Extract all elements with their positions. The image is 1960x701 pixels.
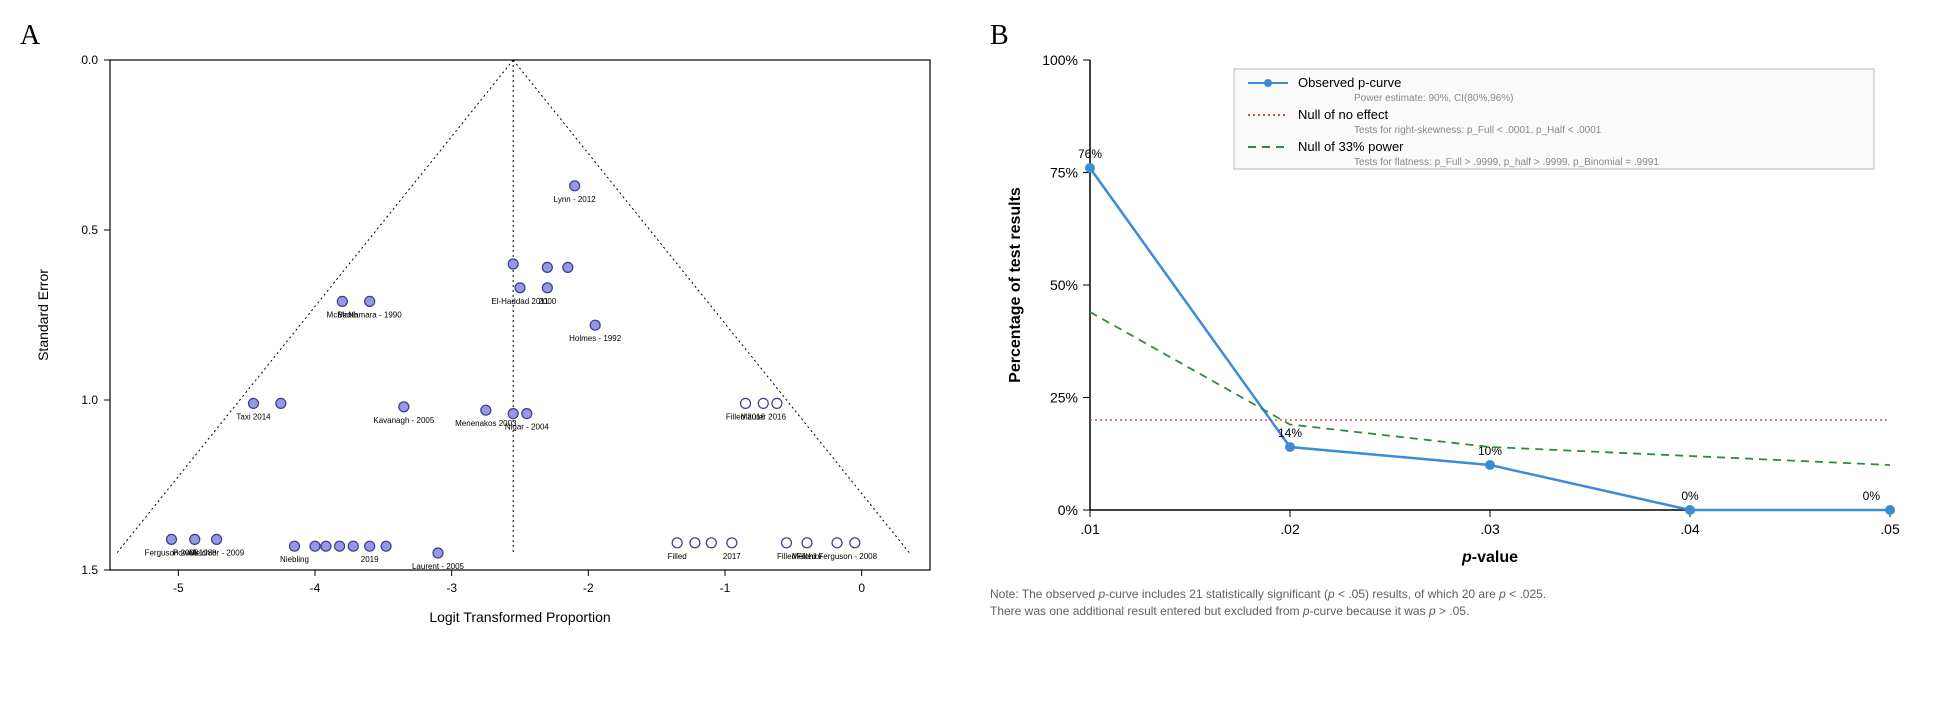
svg-text:Percentage of test results: Percentage of test results — [1007, 187, 1024, 383]
panel-a-label: A — [20, 20, 40, 52]
svg-text:2019: 2019 — [361, 555, 379, 564]
svg-text:-3: -3 — [446, 581, 457, 595]
svg-text:Tests for right-skewness: p_Fu: Tests for right-skewness: p_Full < .0001… — [1354, 125, 1602, 136]
svg-text:-2: -2 — [583, 581, 594, 595]
svg-text:Maurer 2016: Maurer 2016 — [741, 412, 787, 421]
svg-text:0: 0 — [858, 581, 865, 595]
svg-text:Kavanagh - 2005: Kavanagh - 2005 — [373, 416, 434, 425]
svg-text:-1: -1 — [720, 581, 731, 595]
svg-text:Nigar - 2004: Nigar - 2004 — [505, 423, 550, 432]
panel-b-label: B — [990, 20, 1009, 52]
svg-text:1.5: 1.5 — [81, 563, 98, 577]
svg-text:Null of no effect: Null of no effect — [1298, 107, 1388, 122]
funnel-plot: -5 -4 -3 -2 -1 0 0.0 0.5 1.0 1.5 Logit Transformed… — [20, 20, 950, 640]
pcurve-plot: .01 .02 .03 .04 .05 0% 25% 50% 75% 100% p-value Per… — [990, 20, 1920, 580]
svg-text:2017: 2017 — [723, 552, 741, 561]
svg-text:0%: 0% — [1681, 489, 1699, 503]
svg-text:Holmes - 1992: Holmes - 1992 — [569, 334, 622, 343]
svg-text:McNamara - 1990: McNamara - 1990 — [338, 310, 403, 319]
svg-text:.04: .04 — [1680, 521, 1700, 537]
note-line-2: There was one additional result entered … — [990, 603, 1920, 620]
svg-text:.03: .03 — [1480, 521, 1500, 537]
svg-text:2000: 2000 — [538, 297, 556, 306]
svg-text:0%: 0% — [1863, 489, 1881, 503]
svg-text:Filled: Filled — [668, 552, 687, 561]
svg-text:Niebling: Niebling — [280, 555, 309, 564]
svg-text:14%: 14% — [1278, 426, 1302, 440]
svg-text:Filled Ferguson - 2008: Filled Ferguson - 2008 — [797, 552, 878, 561]
svg-text:p-value: p-value — [1461, 549, 1518, 566]
svg-text:25%: 25% — [1050, 390, 1078, 406]
svg-text:Logit Transformed Proportion: Logit Transformed Proportion — [429, 609, 610, 625]
svg-text:76%: 76% — [1078, 147, 1102, 161]
svg-text:0%: 0% — [1058, 502, 1078, 518]
pcurve-note: Note: The observed p-curve includes 21 s… — [990, 586, 1920, 620]
panel-a: A -5 -4 -3 -2 -1 0 0.0 0.5 1.0 1.5 Logit Transform… — [20, 20, 950, 640]
svg-text:Laurent - 2005: Laurent - 2005 — [412, 562, 465, 571]
svg-text:75%: 75% — [1050, 165, 1078, 181]
svg-text:100%: 100% — [1042, 52, 1078, 68]
svg-text:-5: -5 — [173, 581, 184, 595]
figure-container: A -5 -4 -3 -2 -1 0 0.0 0.5 1.0 1.5 Logit Transform… — [20, 20, 1940, 640]
svg-text:50%: 50% — [1050, 277, 1078, 293]
svg-text:.01: .01 — [1080, 521, 1100, 537]
svg-text:.05: .05 — [1880, 521, 1900, 537]
svg-text:Null of 33% power: Null of 33% power — [1298, 139, 1404, 154]
svg-text:Taxi 2014: Taxi 2014 — [236, 412, 271, 421]
panel-b: B .01 .02 .03 .04 .05 0% 25% 50% 75% 100% p-value P… — [990, 20, 1920, 640]
svg-text:Power estimate: 90%, CI(80%,96: Power estimate: 90%, CI(80%,96%) — [1354, 93, 1514, 104]
note-line-1: Note: The observed p-curve includes 21 s… — [990, 586, 1920, 603]
svg-text:0.5: 0.5 — [81, 223, 98, 237]
svg-text:-4: -4 — [310, 581, 321, 595]
svg-text:Melchior - 2009: Melchior - 2009 — [189, 548, 245, 557]
svg-text:0.0: 0.0 — [81, 53, 98, 67]
svg-text:.02: .02 — [1280, 521, 1300, 537]
svg-text:Standard Error: Standard Error — [35, 269, 51, 361]
svg-text:Lynn - 2012: Lynn - 2012 — [554, 195, 597, 204]
svg-text:1.0: 1.0 — [81, 393, 98, 407]
svg-text:Observed p-curve: Observed p-curve — [1298, 75, 1401, 90]
svg-text:Tests for flatness: p_Full > .: Tests for flatness: p_Full > .9999, p_ha… — [1354, 157, 1659, 168]
